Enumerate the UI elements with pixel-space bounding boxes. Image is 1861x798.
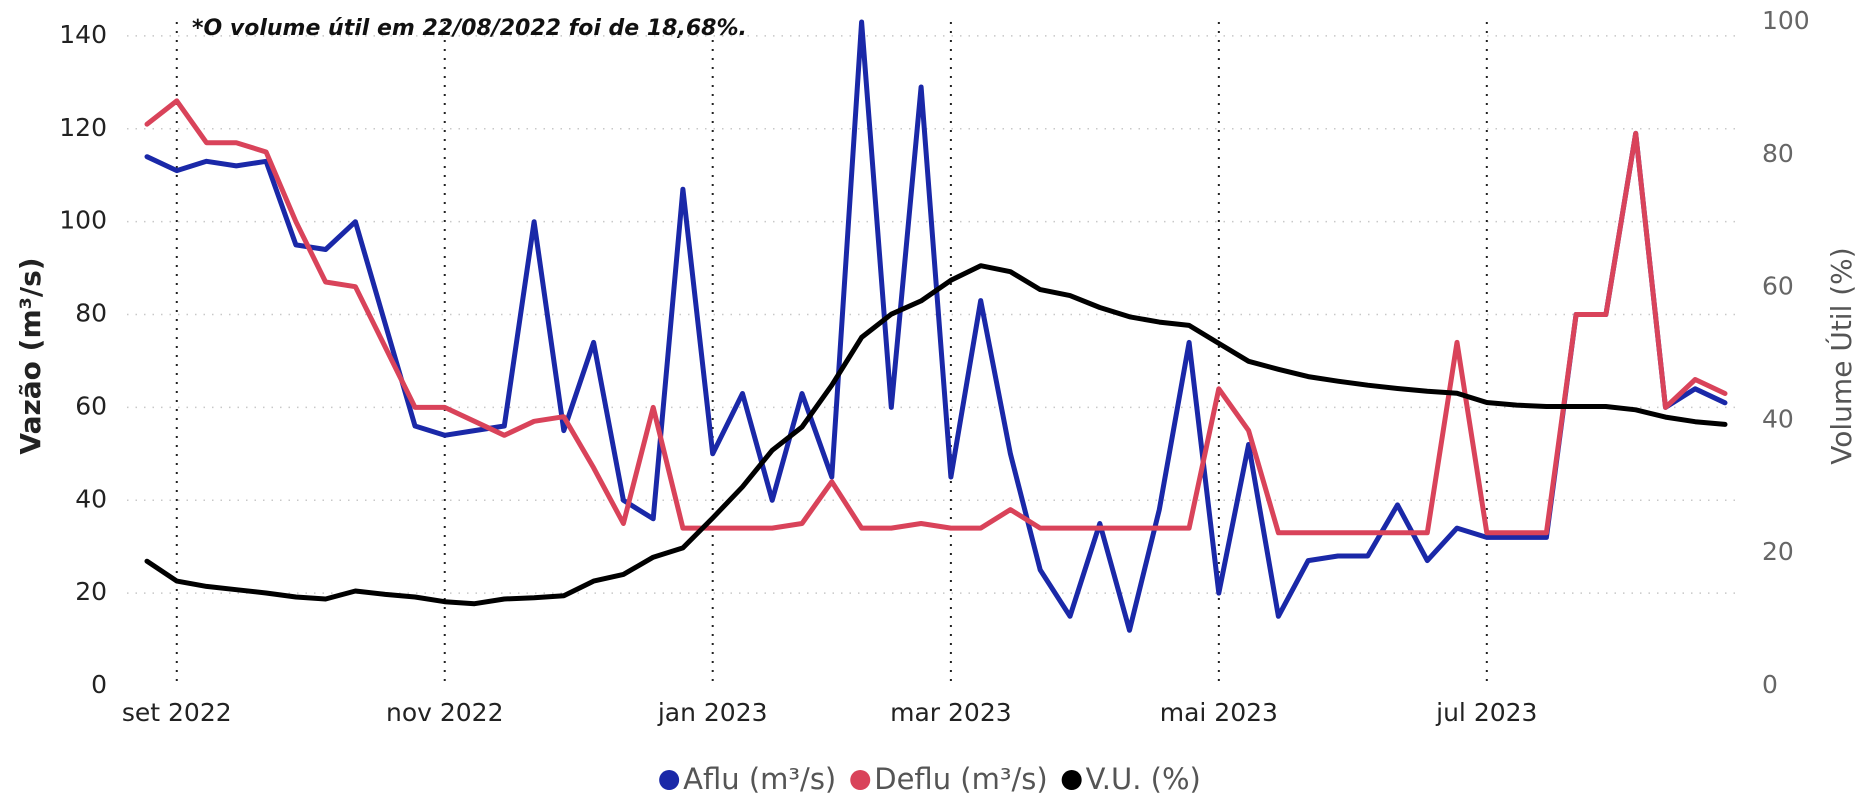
annotation: *O volume útil em 22/08/2022 foi de 18,6…: [192, 16, 747, 41]
y2-tick-label: 20: [1762, 537, 1794, 566]
y-tick-label: 20: [75, 577, 107, 606]
legend-marker: [850, 770, 871, 790]
x-tick-label: jan 2023: [657, 698, 768, 727]
y2-tick-label: 100: [1762, 6, 1810, 35]
y-tick-label: 40: [75, 484, 107, 513]
y2-axis-title: Volume Útil (%): [1824, 247, 1858, 464]
y-tick-label: 120: [59, 113, 107, 142]
series-line: [144, 19, 1728, 633]
x-tick-label: set 2022: [122, 698, 232, 727]
series-line: [144, 98, 1728, 536]
y2-tick-label: 80: [1762, 139, 1794, 168]
y-tick-label: 0: [91, 670, 107, 699]
x-tick-label: mar 2023: [890, 698, 1012, 727]
y2-tick-label: 0: [1762, 670, 1778, 699]
series-line: [144, 263, 1728, 607]
y2-tick-label: 60: [1762, 272, 1794, 301]
legend-label: Deflu (m³/s): [874, 762, 1047, 796]
x-tick-label: jul 2023: [1435, 698, 1537, 727]
legend-label: V.U. (%): [1086, 762, 1201, 796]
y-tick-label: 140: [59, 20, 107, 49]
y-tick-label: 80: [75, 299, 107, 328]
legend-marker: [1061, 770, 1082, 790]
x-tick-label: nov 2022: [386, 698, 504, 727]
x-tick-label: mai 2023: [1160, 698, 1278, 727]
legend-marker: [659, 770, 680, 790]
y-tick-label: 60: [75, 391, 107, 420]
y-axis-title: Vazão (m³/s): [14, 257, 47, 454]
y2-tick-label: 40: [1762, 404, 1794, 433]
legend-label: Aflu (m³/s): [683, 762, 836, 796]
y-tick-label: 100: [59, 206, 107, 235]
